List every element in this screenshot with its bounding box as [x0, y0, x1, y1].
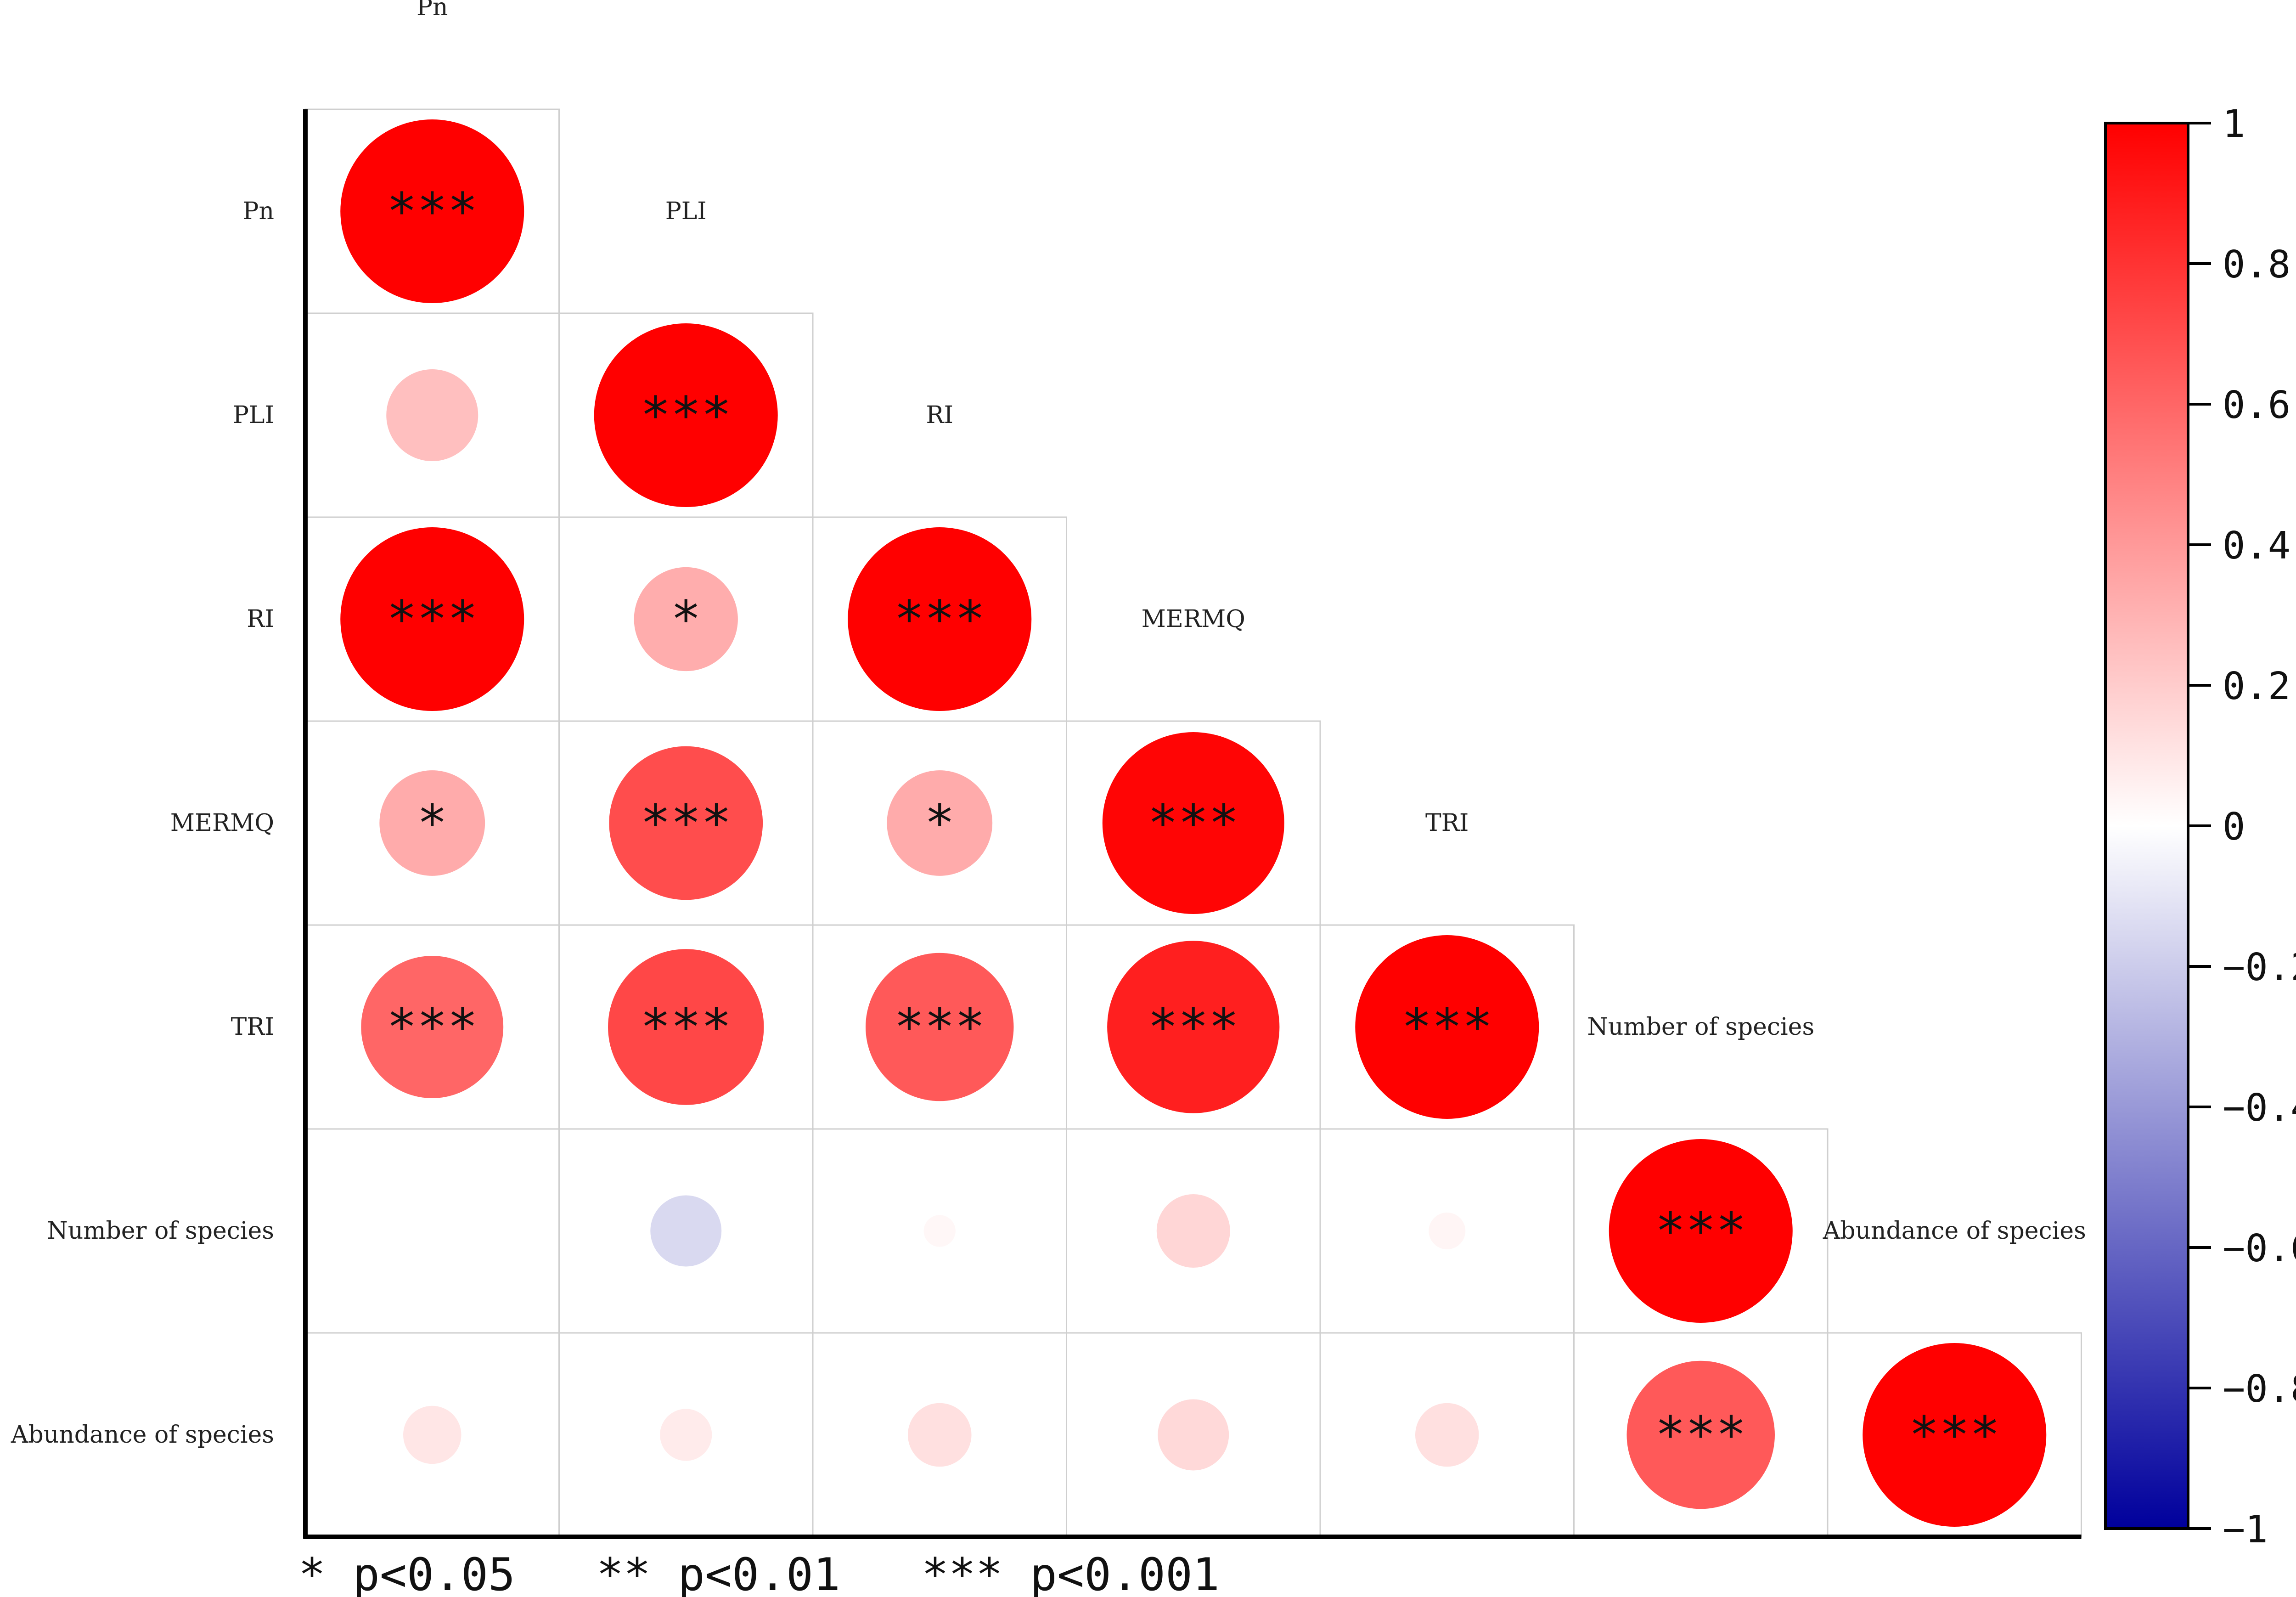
significance-stars: ********* * **** *** * ****** *** *** *** *******…	[387, 182, 2000, 1464]
correlation-circle	[634, 567, 738, 672]
colorbar-tick-label: −0.2	[2223, 946, 2296, 989]
correlation-circle	[340, 119, 524, 303]
correlation-circle	[1102, 732, 1284, 914]
correlation-circle	[1429, 1213, 1466, 1249]
correlation-circle	[1107, 941, 1280, 1113]
correlation-circle	[340, 527, 524, 711]
significance-mark: ***	[387, 182, 478, 241]
grid-cell	[304, 1128, 560, 1334]
column-label: TRI	[1425, 809, 1469, 837]
row-label: Abundance of species	[11, 1421, 274, 1449]
significance-mark: *	[924, 794, 955, 852]
significance-mark: ***	[894, 998, 985, 1056]
significance-mark: ***	[1655, 1405, 1746, 1464]
column-label: PLI	[665, 198, 707, 225]
colorbar-tick-label: −0.4	[2223, 1086, 2296, 1130]
correlation-circle	[1609, 1139, 1793, 1323]
correlation-circle	[609, 746, 763, 900]
colorbar-gradient	[2104, 122, 2189, 1530]
column-label: Pn	[416, 0, 448, 21]
column-label: Number of species	[1587, 1013, 1814, 1041]
colorbar: 1 0.8 0.6 0.4 0.2 0 −0.2 −0.4 −0.6 −0.8 −1	[2104, 102, 2296, 1552]
significance-mark: ***	[1148, 998, 1239, 1056]
significance-mark: *	[417, 794, 447, 852]
significance-mark: ***	[1909, 1405, 2000, 1464]
colorbar-tick-label: 1	[2223, 102, 2245, 146]
correlation-circle	[1156, 1194, 1230, 1268]
correlation-circle	[660, 1409, 712, 1461]
colorbar-tick-label: −0.8	[2223, 1367, 2296, 1411]
colorbar-tick-label: −0.6	[2223, 1227, 2296, 1270]
column-label: Abundance of species	[1823, 1217, 2086, 1245]
row-label: TRI	[231, 1013, 274, 1041]
correlation-circle	[1626, 1360, 1775, 1509]
correlation-circle	[1863, 1343, 2047, 1527]
correlation-circle	[1415, 1403, 1479, 1467]
axes	[303, 109, 2082, 1539]
significance-mark: ***	[1401, 998, 1493, 1056]
variable-labels: Pn PLI RI MERMQ TRI Number of species Abundanc…	[11, 0, 2086, 1449]
significance-mark: ***	[387, 998, 478, 1056]
row-label: Pn	[243, 198, 274, 225]
significance-mark: ***	[387, 590, 478, 649]
correlation-circle	[379, 770, 485, 876]
correlation-circle	[608, 949, 764, 1105]
correlation-circle	[403, 1405, 461, 1464]
correlation-circle	[594, 323, 778, 507]
significance-legend: * p<0.05 ** p<0.01 *** p<0.001	[298, 1549, 1220, 1597]
significance-mark: ***	[894, 590, 985, 649]
colorbar-tick-label: 0.2	[2223, 665, 2290, 708]
correlation-circle	[887, 770, 993, 876]
correlation-circle	[361, 956, 504, 1098]
significance-mark: ***	[640, 794, 732, 852]
correlation-circle	[650, 1195, 722, 1267]
correlation-circle	[866, 953, 1014, 1101]
colorbar-tick-label: 0.8	[2223, 243, 2290, 287]
correlation-circle	[848, 527, 1032, 711]
significance-mark: ***	[640, 386, 732, 445]
correlation-circle	[923, 1215, 956, 1247]
row-label: Number of species	[47, 1217, 274, 1245]
colorbar-tick-label: 0.4	[2223, 524, 2290, 568]
correlation-circle	[386, 369, 478, 461]
significance-mark: ***	[1655, 1202, 1746, 1260]
column-label: MERMQ	[1142, 605, 1245, 633]
row-label: RI	[247, 605, 274, 633]
correlation-circle	[907, 1403, 972, 1467]
significance-mark: ***	[1148, 794, 1239, 852]
significance-mark: ***	[640, 998, 732, 1056]
colorbar-tick-label: −1	[2223, 1508, 2268, 1552]
column-label: RI	[926, 401, 953, 429]
significance-mark: *	[671, 590, 701, 649]
colorbar-tick-label: 0.6	[2223, 384, 2290, 427]
correlation-circle	[1158, 1399, 1229, 1471]
correlation-circles	[340, 119, 2047, 1527]
row-label: PLI	[233, 401, 274, 429]
correlation-circle	[1355, 935, 1539, 1119]
row-label: MERMQ	[170, 809, 274, 837]
colorbar-tick-label: 0	[2223, 805, 2245, 849]
